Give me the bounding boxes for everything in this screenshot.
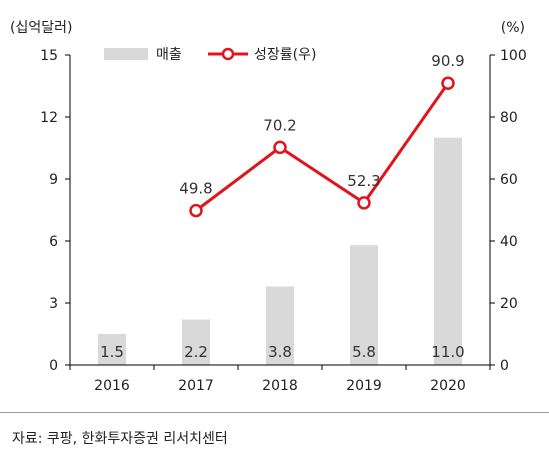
x-axis-tick-label: 2019	[346, 378, 382, 394]
legend-bar-label: 매출	[156, 47, 182, 63]
legend-line-label: 성장률(우)	[254, 47, 316, 63]
right-axis-tick-label: 40	[500, 234, 518, 250]
legend-bar-swatch	[104, 48, 148, 60]
right-axis-tick-label: 80	[500, 110, 518, 126]
revenue-bar	[434, 137, 462, 365]
growth-rate-point	[189, 203, 203, 218]
growth-rate-point	[441, 76, 455, 90]
revenue-bar-label: 3.8	[268, 343, 292, 361]
left-axis-tick-label: 3	[49, 296, 58, 312]
growth-rate-point	[273, 140, 287, 155]
revenue-bar	[182, 319, 210, 365]
revenue-bar	[266, 286, 294, 365]
left-axis-tick-label: 6	[49, 234, 58, 250]
source-note: 자료: 쿠팡, 한화투자증권 리서치센터	[12, 431, 228, 447]
right-axis-tick-label: 0	[500, 358, 509, 374]
revenue-bar-label: 2.2	[184, 343, 208, 361]
growth-rate-label: 90.9	[431, 52, 464, 70]
growth-rate-label: 49.8	[179, 180, 212, 198]
right-axis-tick-label: 100	[500, 48, 527, 64]
left-axis-tick-label: 12	[40, 110, 58, 126]
growth-rate-line	[195, 82, 450, 212]
x-axis-tick-label: 2018	[262, 378, 298, 394]
left-axis-unit: (십억달러)	[10, 20, 72, 36]
growth-rate-label: 52.3	[347, 172, 380, 190]
revenue-bar	[98, 334, 126, 365]
x-axis-tick-label: 2020	[430, 378, 466, 394]
left-axis-tick-label: 15	[40, 48, 58, 64]
chart: (십억달러) (%) 매출 성장률(우) 1.5 2.2 3.8 5.8 11.0 0 3…	[10, 20, 527, 394]
x-axis-tick-label: 2017	[178, 378, 214, 394]
legend: 매출 성장률(우)	[104, 47, 316, 63]
growth-rate-label: 70.2	[263, 116, 296, 134]
revenue-bar	[350, 245, 378, 365]
x-axis-tick-label: 2016	[94, 378, 130, 394]
growth-rate-point	[357, 196, 371, 210]
right-axis-tick-label: 60	[500, 172, 518, 188]
source-divider	[0, 412, 549, 413]
left-axis-tick-label: 9	[49, 172, 58, 188]
revenue-bar-label: 5.8	[352, 343, 376, 361]
legend-line-marker	[221, 47, 235, 61]
right-axis-unit: (%)	[501, 20, 525, 36]
right-axis-tick-label: 20	[500, 296, 518, 312]
revenue-bar-label: 1.5	[100, 343, 124, 361]
revenue-bar-label: 11.0	[431, 343, 464, 361]
left-axis-tick-label: 0	[49, 358, 58, 374]
